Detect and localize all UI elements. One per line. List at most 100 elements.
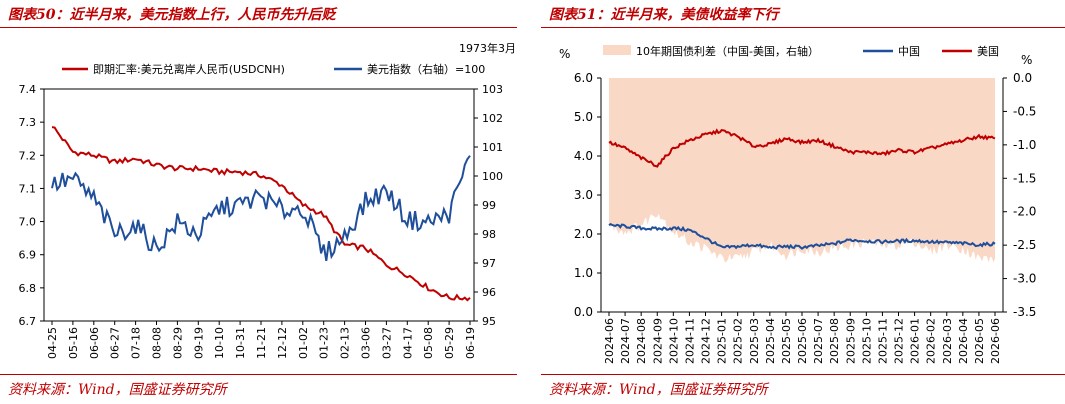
y-left-tick-label: 7.0 xyxy=(19,216,37,229)
x-tick-label: 2025-09 xyxy=(844,318,857,364)
y-right-tick-label: 98 xyxy=(482,228,496,241)
x-tick-label: 07-18 xyxy=(130,327,143,359)
x-tick-label: 2026-02 xyxy=(925,318,938,364)
x-tick-label: 04-25 xyxy=(46,327,59,359)
x-tick-label: 2024-06 xyxy=(603,318,616,364)
y-right-tick-label: 101 xyxy=(482,141,503,154)
legend-label-usdcnh: 即期汇率:美元兑离岸人民币(USDCNH) xyxy=(93,62,285,76)
right-source-note: 资料来源：Wind，国盛证券研究所 xyxy=(549,382,768,398)
legend-label-us: 美国 xyxy=(977,45,999,58)
series-line-china xyxy=(608,222,996,250)
x-tick-label: 05-16 xyxy=(67,327,80,359)
right-figure: 图表51：近半月来，美债收益率下行 0.0 1.0 2.0 3.0 4.0 5.0 6.0 0… xyxy=(541,0,1065,404)
y-right-tick-label: -3.5 xyxy=(1013,305,1036,319)
right-figure-title: 图表51：近半月来，美债收益率下行 xyxy=(549,7,779,23)
y-right-tick-label: -2.0 xyxy=(1013,205,1036,219)
y-left-tick-label: 7.2 xyxy=(19,149,37,162)
y-left-tick-label: 2.0 xyxy=(574,227,593,241)
y-right-tick-label: -2.5 xyxy=(1013,238,1036,252)
x-tick-label: 2026-01 xyxy=(909,318,922,364)
x-tick-label: 2026-05 xyxy=(973,318,986,364)
left-chart: 6.7 6.8 6.9 7.0 7.1 7.2 7.3 7.4 95 96 97 98 99 100 101… xyxy=(19,41,517,359)
y-left-tick-label: 0.0 xyxy=(574,305,593,319)
y-left-tick-label: 6.0 xyxy=(574,71,593,85)
x-tick-label: 2026-06 xyxy=(989,318,1002,364)
legend-swatch-spread xyxy=(603,45,631,55)
x-tick-label: 2025-04 xyxy=(764,318,777,364)
y-right-tick-label: 95 xyxy=(482,315,496,328)
y-left-tick-label: 6.8 xyxy=(19,282,37,295)
y-left-tick-label: 7.3 xyxy=(19,116,37,129)
x-tick-label: 05-08 xyxy=(422,327,435,359)
legend-label-spread: 10年期国债利差（中国-美国，右轴） xyxy=(636,44,819,58)
y-right-tick-label: 100 xyxy=(482,170,503,183)
series-line-dxy xyxy=(51,155,471,262)
x-tick-label: 2025-11 xyxy=(876,318,889,364)
x-tick-label: 01-23 xyxy=(318,327,331,359)
x-tick-label: 2025-06 xyxy=(796,318,809,364)
left-top-rule xyxy=(0,27,517,28)
x-tick-label: 2025-08 xyxy=(828,318,841,364)
y-right-tick-label: 0.0 xyxy=(1013,71,1032,85)
left-bottom-rule xyxy=(0,374,517,375)
right-top-rule xyxy=(541,27,1065,28)
y-right-axis-label: % xyxy=(1021,53,1032,67)
y-right-tick-label: 99 xyxy=(482,199,496,212)
plot-frame xyxy=(43,88,475,322)
x-tick-label: 2024-12 xyxy=(700,318,713,364)
x-tick-label: 12-12 xyxy=(276,327,289,359)
left-figure-title: 图表50：近半月来，美元指数上行，人民币先升后贬 xyxy=(8,7,336,23)
x-tick-label: 2025-07 xyxy=(812,318,825,364)
series-line-us xyxy=(608,128,996,168)
y-right-tick-label: 97 xyxy=(482,257,496,270)
x-tick-label: 08-29 xyxy=(171,327,184,359)
x-tick-label: 05-29 xyxy=(443,327,456,359)
x-tick-label: 2024-08 xyxy=(635,318,648,364)
y-left-tick-label: 6.9 xyxy=(19,249,37,262)
x-tick-label: 10-31 xyxy=(234,327,247,359)
x-tick-label: 06-27 xyxy=(109,327,122,359)
x-tick-label: 04-17 xyxy=(401,327,414,359)
y-right-tick-label: 96 xyxy=(482,286,496,299)
x-tick-label: 2025-03 xyxy=(748,318,761,364)
x-tick-label: 10-10 xyxy=(213,327,226,359)
x-tick-label: 2026-03 xyxy=(941,318,954,364)
y-left-tick-label: 6.7 xyxy=(19,315,37,328)
x-tick-label: 2025-05 xyxy=(780,318,793,364)
x-tick-label: 08-08 xyxy=(151,327,164,359)
legend-label-china: 中国 xyxy=(898,45,920,58)
y-left-tick-label: 7.1 xyxy=(19,182,37,195)
y-right-tick-label: -0.5 xyxy=(1013,104,1036,118)
left-source-note: 资料来源：Wind，国盛证券研究所 xyxy=(8,382,227,398)
x-tick-label: 2024-10 xyxy=(667,318,680,364)
series-line-usdcnh xyxy=(51,126,471,302)
legend-label-dxy: 美元指数（右轴）=100 xyxy=(367,62,485,76)
y-right-tick-label: 103 xyxy=(482,83,503,96)
x-tick-label: 02-13 xyxy=(339,327,352,359)
x-tick-label: 11-21 xyxy=(255,327,268,359)
chart-note: 1973年3月 xyxy=(459,41,516,55)
x-tick-label: 01-02 xyxy=(297,327,310,359)
y-right-tick-label: 102 xyxy=(482,112,503,125)
y-left-tick-label: 4.0 xyxy=(574,149,593,163)
y-right-tick-label: -1.5 xyxy=(1013,171,1036,185)
right-bottom-rule xyxy=(541,374,1065,375)
x-tick-label: 2024-09 xyxy=(651,318,664,364)
y-right-tick-label: -3.0 xyxy=(1013,272,1036,286)
y-left-tick-label: 7.4 xyxy=(19,83,37,96)
y-left-tick-label: 1.0 xyxy=(574,266,593,280)
x-tick-label: 06-19 xyxy=(464,327,477,359)
x-tick-label: 2024-11 xyxy=(683,318,696,364)
x-tick-label: 2025-02 xyxy=(732,318,745,364)
x-tick-label: 03-06 xyxy=(360,327,373,359)
left-figure: 图表50：近半月来，美元指数上行，人民币先升后贬 6.7 6.8 6.9 7.0 7.1… xyxy=(0,0,524,404)
x-tick-label: 2025-10 xyxy=(860,318,873,364)
x-tick-label: 06-06 xyxy=(88,327,101,359)
y-left-axis-label: % xyxy=(559,47,570,61)
right-chart: 0.0 1.0 2.0 3.0 4.0 5.0 6.0 0.0 -0.5 -1.0 -1.5 -2.0… xyxy=(559,44,1036,364)
x-tick-label: 2026-04 xyxy=(957,318,970,364)
y-left-tick-label: 5.0 xyxy=(574,110,593,124)
x-tick-label: 03-27 xyxy=(380,327,393,359)
y-left-tick-label: 3.0 xyxy=(574,188,593,202)
x-tick-label: 2024-07 xyxy=(619,318,632,364)
